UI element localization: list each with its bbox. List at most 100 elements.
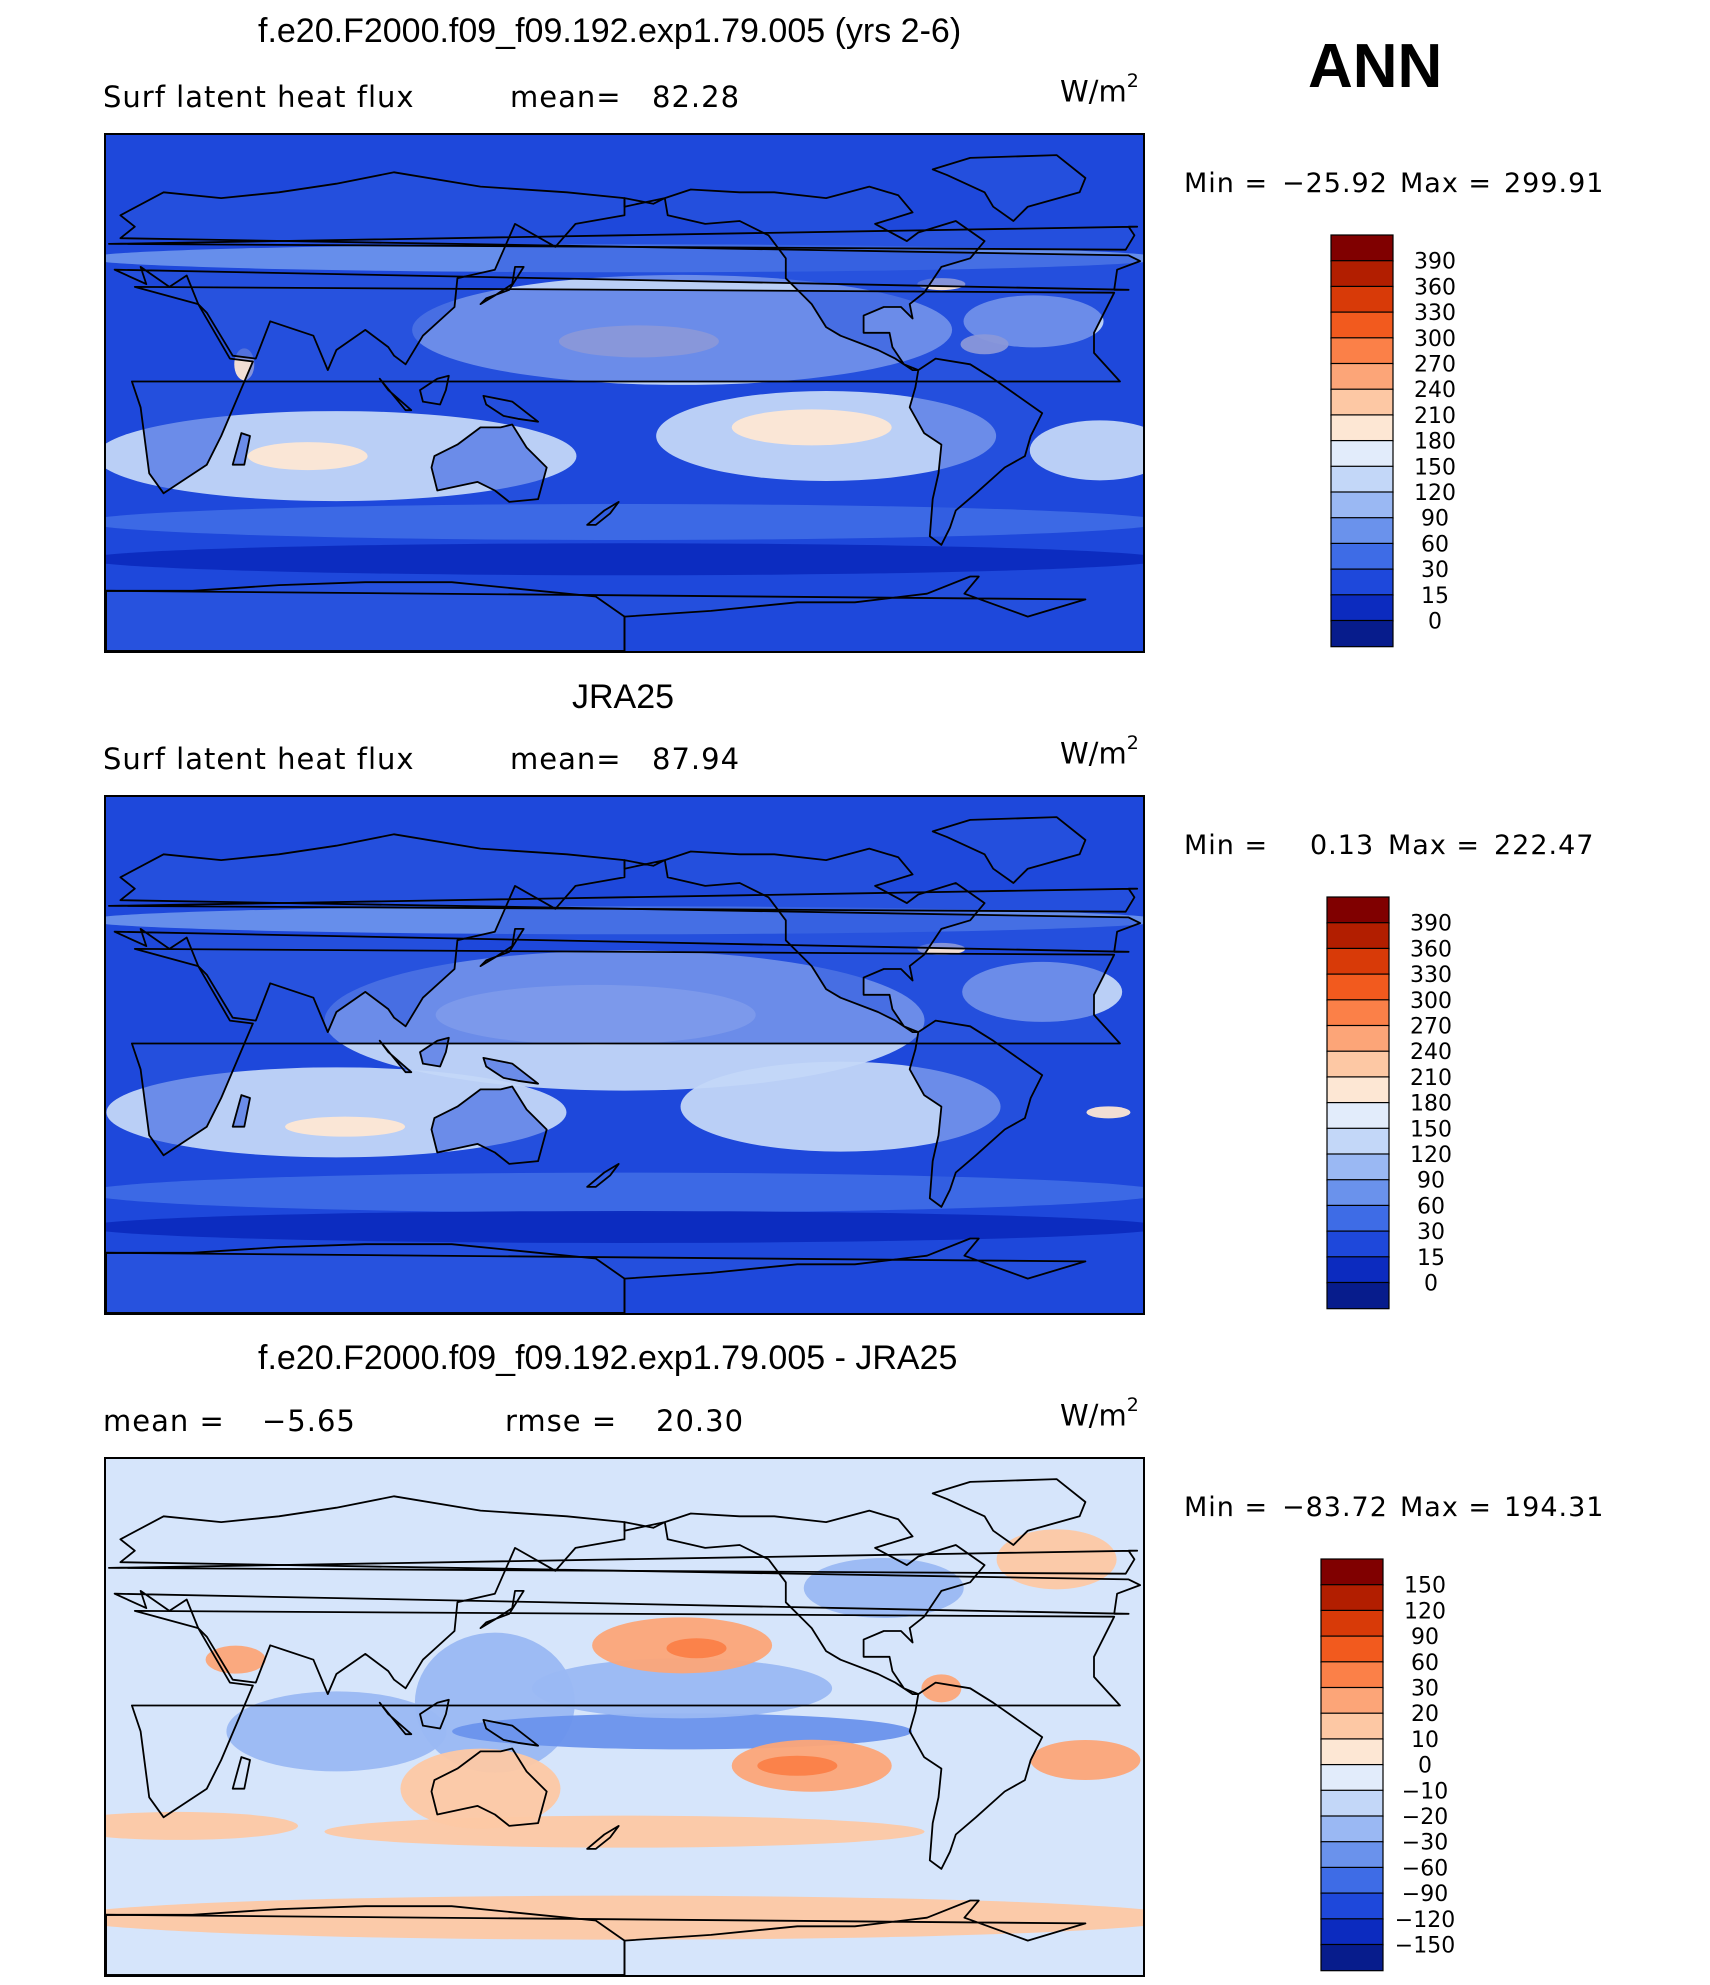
- coastline: [430, 1085, 548, 1165]
- land-region: [624, 848, 985, 1033]
- land-region: [932, 155, 1086, 221]
- land-region: [114, 172, 1141, 371]
- colorbar-label: 20: [1411, 1702, 1439, 1727]
- panel-obs-variable: Surf latent heat flux: [103, 742, 415, 776]
- field-contour-patch: [106, 543, 1143, 576]
- panel-obs-mean-value: 87.94: [652, 742, 741, 776]
- panel-model-mean-value: 82.28: [652, 80, 741, 114]
- colorbar-label: 30: [1411, 1676, 1439, 1701]
- coastline: [231, 1094, 251, 1128]
- panel-diff-min-value: −83.72: [1282, 1492, 1388, 1523]
- colorbar-label: 330: [1410, 963, 1452, 988]
- colorbar-swatch: [1330, 285, 1394, 314]
- colorbar-label: 0: [1428, 609, 1442, 634]
- colorbar-swatch: [1330, 491, 1394, 519]
- panel-diff-max-value: 194.31: [1504, 1492, 1605, 1523]
- coastline: [231, 1756, 251, 1790]
- colorbar-label: 150: [1404, 1574, 1446, 1599]
- colorbar-swatch: [1330, 362, 1394, 391]
- land-region: [106, 1238, 1086, 1313]
- field-contour-patch: [757, 1755, 838, 1776]
- colorbar-swatch: [1320, 1763, 1384, 1792]
- coastline: [586, 1825, 620, 1850]
- field-contour-patch: [324, 1815, 925, 1848]
- field-contour-patch: [1086, 1106, 1131, 1119]
- panel-model-map: [104, 133, 1145, 653]
- coastline: [106, 1243, 626, 1313]
- panel-obs-units: W/m2: [1060, 732, 1139, 771]
- colorbar-label: 30: [1417, 1220, 1445, 1245]
- coastline: [106, 1905, 626, 1975]
- field-contour-patch: [106, 1895, 1143, 1940]
- colorbar-swatch: [1320, 1712, 1384, 1740]
- land-region: [909, 1020, 1043, 1207]
- colorbar-swatch: [1326, 1153, 1390, 1181]
- field-contour-patch: [247, 442, 368, 471]
- panel-obs-min-value: 0.13: [1310, 830, 1375, 861]
- panel-model-max-value: 299.91: [1504, 168, 1605, 199]
- coastline: [108, 1549, 1139, 1575]
- panel-model-colorbar: 390 360 330 300 270 240 210 180 150 120 90 60 30 15 0: [1330, 234, 1470, 649]
- panel-diff-units: W/m2: [1060, 1394, 1139, 1433]
- colorbar-label: 15: [1421, 584, 1449, 609]
- colorbar-swatch: [1326, 947, 1390, 976]
- panel-model-max-label: Max =: [1400, 168, 1493, 199]
- colorbar-swatch: [1330, 311, 1394, 339]
- land-region: [106, 576, 1086, 651]
- colorbar-label: 10: [1411, 1728, 1439, 1753]
- colorbar-swatch: [1326, 1204, 1390, 1233]
- coastline: [908, 1681, 1044, 1870]
- panel-model-units: W/m2: [1060, 70, 1139, 109]
- coastline: [479, 266, 525, 305]
- land-region: [624, 186, 985, 371]
- panel-model-title: f.e20.F2000.f09_f09.192.exp1.79.005 (yrs…: [258, 12, 962, 50]
- colorbar-label: 90: [1411, 1625, 1439, 1650]
- colorbar-label: 150: [1414, 455, 1456, 480]
- coastline: [106, 575, 1087, 651]
- colorbar-swatch: [1320, 1943, 1384, 1972]
- colorbar-label: −10: [1402, 1779, 1448, 1804]
- colorbar-swatch: [1330, 234, 1394, 262]
- colorbar-label: 120: [1414, 481, 1456, 506]
- panel-model-variable: Surf latent heat flux: [103, 80, 415, 114]
- colorbar-label: −20: [1402, 1805, 1448, 1830]
- colorbar-label: 360: [1410, 937, 1452, 962]
- coastline: [231, 432, 251, 466]
- colorbar-label: 360: [1414, 275, 1456, 300]
- field-contour-patch: [285, 1116, 406, 1137]
- coastline: [113, 171, 1141, 371]
- land-region: [483, 395, 539, 422]
- colorbar-swatch: [1330, 568, 1394, 596]
- colorbar-label: 15: [1417, 1246, 1445, 1271]
- colorbar-swatch: [1326, 999, 1390, 1027]
- colorbar-swatch: [1320, 1738, 1384, 1766]
- colorbar-swatch: [1320, 1789, 1384, 1818]
- colorbar-swatch: [1330, 439, 1394, 468]
- colorbar-swatch: [1320, 1661, 1384, 1689]
- colorbar-label: 0: [1424, 1271, 1438, 1296]
- panel-diff-rmse-value: 20.30: [656, 1404, 745, 1438]
- coastline: [378, 377, 413, 412]
- coastline: [378, 1039, 413, 1074]
- coastline: [419, 1698, 450, 1730]
- colorbar-label: 60: [1411, 1651, 1439, 1676]
- coastline: [908, 357, 1044, 546]
- land-region: [114, 834, 1141, 1033]
- panel-obs-max-value: 222.47: [1494, 830, 1595, 861]
- colorbar-label: 300: [1414, 327, 1456, 352]
- coastline: [908, 1019, 1044, 1208]
- field-contour-patch: [226, 1691, 447, 1772]
- field-contour-patch: [106, 504, 1143, 540]
- colorbar-label: 60: [1417, 1194, 1445, 1219]
- coastline: [482, 395, 539, 423]
- colorbar-label: 300: [1410, 989, 1452, 1014]
- panel-diff-mean-value: −5.65: [262, 1404, 356, 1438]
- land-region: [108, 226, 1138, 250]
- colorbar-swatch: [1320, 1686, 1384, 1715]
- colorbar-label: 90: [1421, 507, 1449, 532]
- panel-obs-colorbar: 390 360 330 300 270 240 210 180 150 120 90 60 30 15 0: [1326, 896, 1466, 1311]
- colorbar-swatch: [1326, 1024, 1390, 1053]
- land-region: [420, 1037, 449, 1067]
- field-contour-patch: [106, 1811, 298, 1840]
